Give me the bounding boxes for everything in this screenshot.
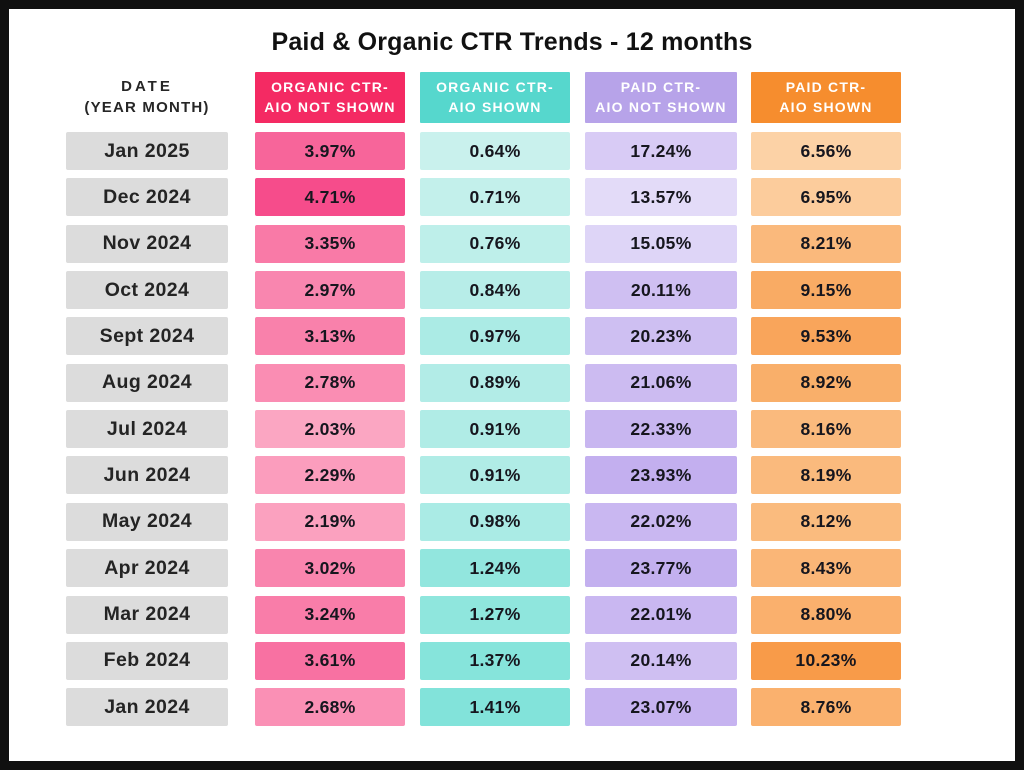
cell-paid-not-shown: 23.77% — [585, 549, 737, 588]
cell-organic-not-shown: 3.35% — [255, 224, 405, 263]
chart-title: Paid & Organic CTR Trends - 12 months — [271, 28, 753, 56]
date-column-header: DATE (YEAR MONTH) — [66, 72, 228, 123]
cell-paid-not-shown: 17.24% — [585, 132, 737, 170]
cell-paid-shown: 8.21% — [751, 224, 901, 263]
table-row: Jul 2024 2.03% 0.91% 22.33% 8.16% — [9, 410, 1015, 449]
table-row: Jun 2024 2.29% 0.91% 23.93% 8.19% — [9, 456, 1015, 495]
header-label-line: AIO NOT SHOWN — [595, 98, 727, 115]
header-label-line: AIO NOT SHOWN — [264, 98, 396, 115]
cell-organic-shown: 0.71% — [420, 178, 570, 217]
cell-organic-not-shown: 2.29% — [255, 456, 405, 495]
cell-paid-shown: 8.80% — [751, 595, 901, 634]
cell-paid-shown: 6.56% — [751, 132, 901, 170]
table-row: Jan 2025 3.97% 0.64% 17.24% 6.56% — [9, 132, 1015, 170]
cell-paid-shown: 8.43% — [751, 549, 901, 588]
table-row: Oct 2024 2.97% 0.84% 20.11% 9.15% — [9, 271, 1015, 310]
cell-paid-not-shown: 20.11% — [585, 271, 737, 310]
cell-organic-shown: 0.97% — [420, 317, 570, 356]
cell-organic-shown: 0.89% — [420, 363, 570, 402]
cell-paid-shown: 8.16% — [751, 410, 901, 449]
cell-paid-shown: 8.76% — [751, 688, 901, 727]
header-label-line: AIO SHOWN — [448, 98, 542, 115]
table-row: Dec 2024 4.71% 0.71% 13.57% 6.95% — [9, 178, 1015, 217]
cell-paid-shown: 8.92% — [751, 363, 901, 402]
cell-organic-not-shown: 3.02% — [255, 549, 405, 588]
cell-paid-not-shown: 13.57% — [585, 178, 737, 217]
date-cell: Nov 2024 — [66, 224, 228, 263]
date-cell: Dec 2024 — [66, 178, 228, 217]
column-header-paid-ctr-aio-not-shown: PAID CTR- AIO NOT SHOWN — [585, 72, 737, 123]
infographic-canvas: Paid & Organic CTR Trends - 12 months DA… — [9, 9, 1015, 761]
header-label-line: PAID CTR- — [620, 78, 702, 95]
date-cell: Jun 2024 — [66, 456, 228, 495]
cell-organic-not-shown: 3.97% — [255, 132, 405, 170]
cell-paid-not-shown: 22.01% — [585, 595, 737, 634]
cell-organic-not-shown: 3.24% — [255, 595, 405, 634]
cell-paid-not-shown: 15.05% — [585, 224, 737, 263]
date-cell: Jul 2024 — [66, 410, 228, 449]
date-cell: Aug 2024 — [66, 363, 228, 402]
cell-organic-shown: 1.24% — [420, 549, 570, 588]
cell-organic-shown: 0.91% — [420, 456, 570, 495]
table-row: Jan 2024 2.68% 1.41% 23.07% 8.76% — [9, 688, 1015, 727]
table-row: Feb 2024 3.61% 1.37% 20.14% 10.23% — [9, 641, 1015, 680]
cell-organic-not-shown: 2.03% — [255, 410, 405, 449]
cell-organic-not-shown: 2.19% — [255, 502, 405, 541]
cell-organic-not-shown: 3.13% — [255, 317, 405, 356]
header-label-line: AIO SHOWN — [779, 98, 873, 115]
cell-paid-not-shown: 22.33% — [585, 410, 737, 449]
cell-organic-not-shown: 2.97% — [255, 271, 405, 310]
date-cell: Jan 2025 — [66, 132, 228, 170]
column-header-organic-ctr-aio-shown: ORGANIC CTR- AIO SHOWN — [420, 72, 570, 123]
table-row: Sept 2024 3.13% 0.97% 20.23% 9.53% — [9, 317, 1015, 356]
header-label-line: ORGANIC CTR- — [271, 78, 389, 95]
table-row: May 2024 2.19% 0.98% 22.02% 8.12% — [9, 502, 1015, 541]
date-cell: Mar 2024 — [66, 595, 228, 634]
cell-paid-shown: 6.95% — [751, 178, 901, 217]
header-label-line: ORGANIC CTR- — [436, 78, 554, 95]
cell-paid-shown: 9.15% — [751, 271, 901, 310]
table-row: Mar 2024 3.24% 1.27% 22.01% 8.80% — [9, 595, 1015, 634]
cell-paid-not-shown: 21.06% — [585, 363, 737, 402]
header-label-line: PAID CTR- — [785, 78, 867, 95]
cell-organic-not-shown: 2.68% — [255, 688, 405, 727]
cell-paid-shown: 8.19% — [751, 456, 901, 495]
cell-organic-shown: 1.27% — [420, 595, 570, 634]
cell-organic-shown: 1.37% — [420, 641, 570, 680]
cell-organic-shown: 1.41% — [420, 688, 570, 727]
table-row: Nov 2024 3.35% 0.76% 15.05% 8.21% — [9, 224, 1015, 263]
table-row: Apr 2024 3.02% 1.24% 23.77% 8.43% — [9, 549, 1015, 588]
cell-organic-shown: 0.91% — [420, 410, 570, 449]
column-header-organic-ctr-aio-not-shown: ORGANIC CTR- AIO NOT SHOWN — [255, 72, 405, 123]
cell-organic-shown: 0.76% — [420, 224, 570, 263]
cell-organic-shown: 0.84% — [420, 271, 570, 310]
date-cell: Jan 2024 — [66, 688, 228, 727]
date-cell: Feb 2024 — [66, 641, 228, 680]
date-header-line2: (YEAR MONTH) — [84, 98, 210, 116]
cell-paid-not-shown: 23.07% — [585, 688, 737, 727]
column-header-paid-ctr-aio-shown: PAID CTR- AIO SHOWN — [751, 72, 901, 123]
date-cell: Oct 2024 — [66, 271, 228, 310]
cell-organic-shown: 0.98% — [420, 502, 570, 541]
cell-paid-not-shown: 20.14% — [585, 641, 737, 680]
date-cell: Sept 2024 — [66, 317, 228, 356]
cell-paid-not-shown: 22.02% — [585, 502, 737, 541]
cell-paid-shown: 10.23% — [751, 641, 901, 680]
cell-organic-not-shown: 4.71% — [255, 178, 405, 217]
cell-paid-not-shown: 23.93% — [585, 456, 737, 495]
table-row: Aug 2024 2.78% 0.89% 21.06% 8.92% — [9, 363, 1015, 402]
date-cell: May 2024 — [66, 502, 228, 541]
cell-organic-not-shown: 3.61% — [255, 641, 405, 680]
cell-paid-shown: 8.12% — [751, 502, 901, 541]
cell-paid-not-shown: 20.23% — [585, 317, 737, 356]
cell-paid-shown: 9.53% — [751, 317, 901, 356]
date-header-line1: DATE — [121, 78, 173, 96]
cell-organic-shown: 0.64% — [420, 132, 570, 170]
cell-organic-not-shown: 2.78% — [255, 363, 405, 402]
date-cell: Apr 2024 — [66, 549, 228, 588]
